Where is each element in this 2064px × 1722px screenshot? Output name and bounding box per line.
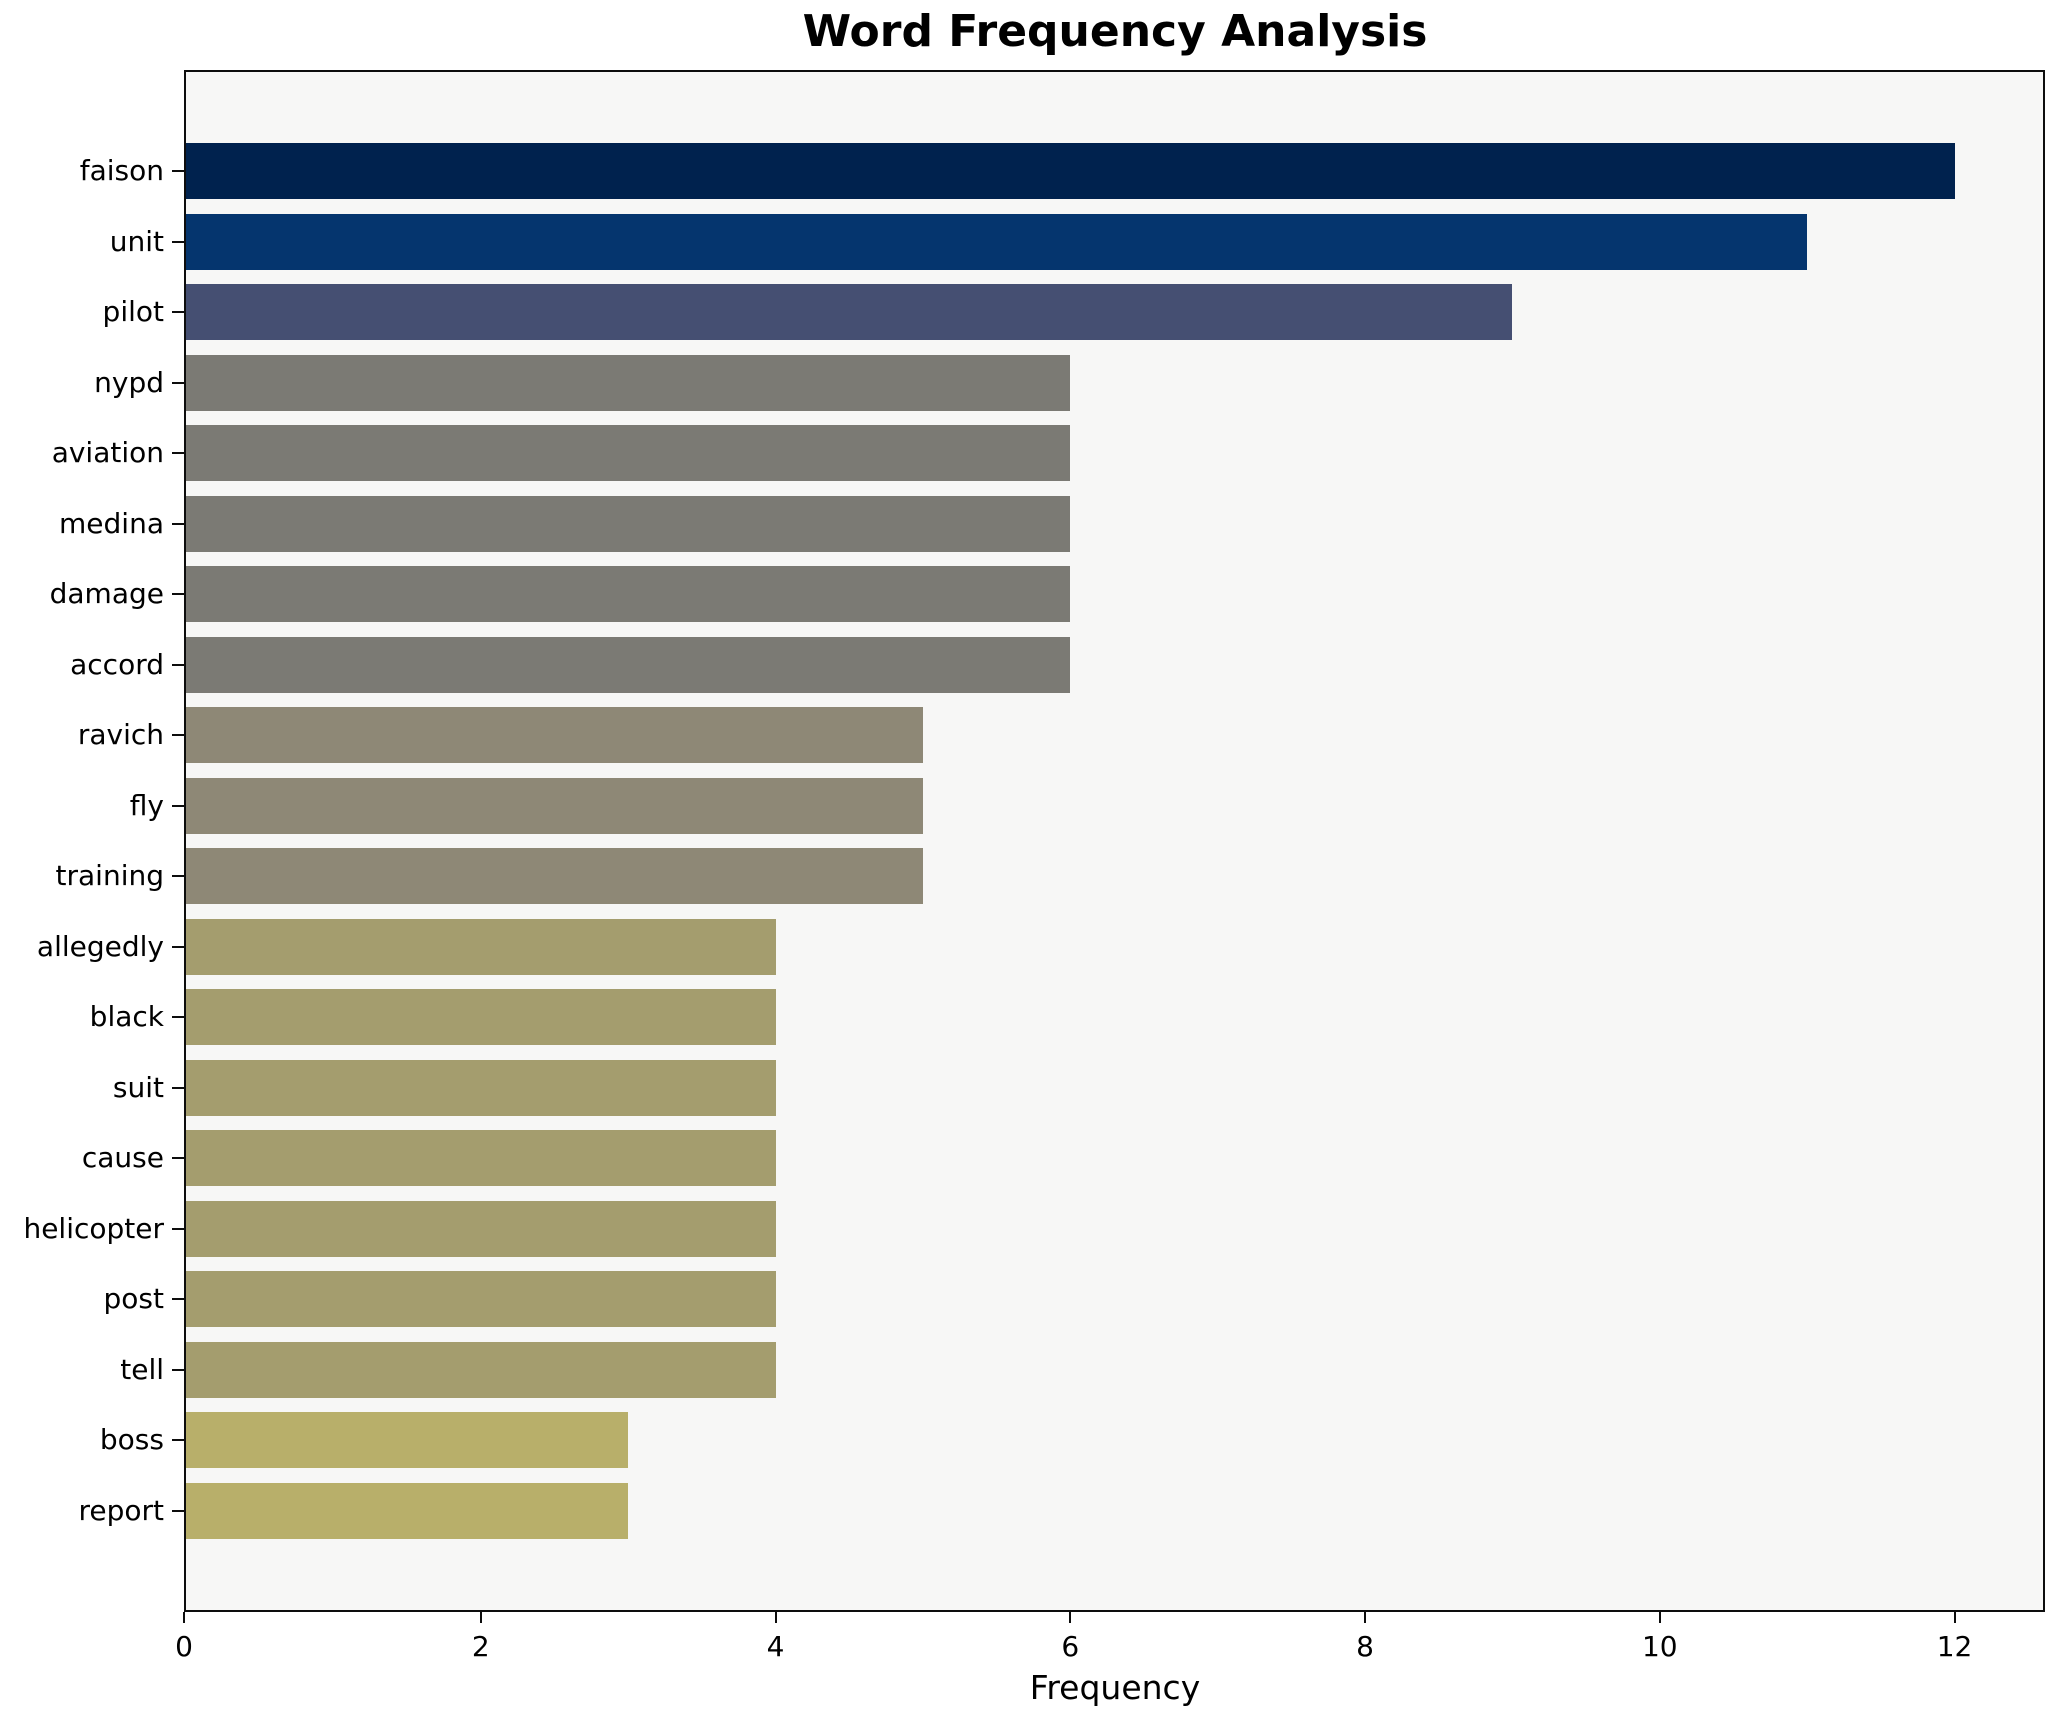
- y-tick-mark: [172, 1509, 184, 1512]
- y-tick-label-faison: faison: [79, 154, 164, 188]
- y-tick-mark: [172, 381, 184, 384]
- y-tick-label-report: report: [78, 1493, 164, 1527]
- plot-area: [184, 70, 2045, 1612]
- y-tick-label-training: training: [55, 859, 164, 893]
- y-tick-mark: [172, 804, 184, 807]
- y-tick-label-suit: suit: [112, 1070, 164, 1104]
- bar-pilot: [186, 284, 1513, 341]
- bar-suit: [186, 1059, 776, 1116]
- bar-row: [186, 918, 2043, 975]
- bar-accord: [186, 636, 1071, 693]
- bar-black: [186, 989, 776, 1046]
- bar-medina: [186, 495, 1071, 552]
- bar-row: [186, 1482, 2043, 1539]
- y-tick-label-ravich: ravich: [77, 718, 164, 752]
- y-tick-label-pilot: pilot: [102, 295, 164, 329]
- bar-cause: [186, 1130, 776, 1187]
- bar-aviation: [186, 425, 1071, 482]
- y-tick-label-boss: boss: [99, 1423, 164, 1457]
- x-tick-label-4: 4: [766, 1630, 785, 1663]
- x-tick-mark: [1069, 1612, 1072, 1623]
- bar-row: [186, 1412, 2043, 1469]
- bar-row: [186, 143, 2043, 200]
- y-tick-label-aviation: aviation: [51, 436, 164, 470]
- y-tick-mark: [172, 1086, 184, 1089]
- x-tick-mark: [479, 1612, 482, 1623]
- y-tick-mark: [172, 170, 184, 173]
- bar-ravich: [186, 707, 923, 764]
- bar-row: [186, 777, 2043, 834]
- bar-row: [186, 1200, 2043, 1257]
- bar-tell: [186, 1341, 776, 1398]
- y-tick-mark: [172, 311, 184, 314]
- bar-row: [186, 989, 2043, 1046]
- y-tick-label-cause: cause: [81, 1141, 164, 1175]
- y-tick-mark: [172, 663, 184, 666]
- y-tick-label-allegedly: allegedly: [36, 929, 164, 963]
- x-tick-label-6: 6: [1061, 1630, 1080, 1663]
- chart-title: Word Frequency Analysis: [802, 6, 1428, 57]
- bar-fly: [186, 777, 923, 834]
- bar-row: [186, 707, 2043, 764]
- y-tick-mark: [172, 593, 184, 596]
- bar-post: [186, 1271, 776, 1328]
- bar-unit: [186, 213, 1808, 270]
- y-tick-mark: [172, 945, 184, 948]
- bar-row: [186, 354, 2043, 411]
- bar-training: [186, 848, 923, 905]
- bar-row: [186, 213, 2043, 270]
- bar-row: [186, 284, 2043, 341]
- y-tick-label-unit: unit: [109, 224, 164, 258]
- x-tick-mark: [183, 1612, 185, 1623]
- x-tick-label-2: 2: [471, 1630, 490, 1663]
- bar-allegedly: [186, 918, 776, 975]
- bar-row: [186, 425, 2043, 482]
- bar-row: [186, 848, 2043, 905]
- y-tick-mark: [172, 1157, 184, 1160]
- y-tick-mark: [172, 1439, 184, 1442]
- bar-nypd: [186, 354, 1071, 411]
- x-tick-mark: [1953, 1612, 1956, 1623]
- y-tick-label-black: black: [89, 1000, 164, 1034]
- bar-row: [186, 1271, 2043, 1328]
- bar-row: [186, 636, 2043, 693]
- bar-damage: [186, 566, 1071, 623]
- x-tick-label-12: 12: [1936, 1630, 1973, 1663]
- y-tick-label-damage: damage: [49, 577, 164, 611]
- bar-boss: [186, 1412, 629, 1469]
- bar-faison: [186, 143, 1955, 200]
- bar-helicopter: [186, 1200, 776, 1257]
- y-tick-mark: [172, 452, 184, 455]
- y-tick-mark: [172, 240, 184, 243]
- y-tick-mark: [172, 1227, 184, 1230]
- y-tick-mark: [172, 875, 184, 878]
- bar-row: [186, 566, 2043, 623]
- y-tick-mark: [172, 1368, 184, 1371]
- y-tick-mark: [172, 734, 184, 737]
- bar-row: [186, 1341, 2043, 1398]
- y-tick-label-accord: accord: [70, 647, 164, 681]
- y-tick-label-fly: fly: [129, 788, 164, 822]
- y-tick-label-tell: tell: [120, 1352, 164, 1386]
- x-tick-label-0: 0: [175, 1630, 193, 1663]
- y-tick-label-post: post: [103, 1282, 164, 1316]
- x-tick-mark: [1658, 1612, 1661, 1623]
- bar-row: [186, 495, 2043, 552]
- x-axis-title: Frequency: [1029, 1668, 1201, 1707]
- bar-row: [186, 1059, 2043, 1116]
- y-tick-mark: [172, 1016, 184, 1019]
- x-tick-label-8: 8: [1356, 1630, 1374, 1663]
- x-tick-label-10: 10: [1641, 1630, 1678, 1663]
- y-tick-label-helicopter: helicopter: [23, 1211, 164, 1245]
- y-tick-label-medina: medina: [59, 506, 164, 540]
- y-tick-label-nypd: nypd: [94, 365, 164, 399]
- y-tick-mark: [172, 1298, 184, 1301]
- x-tick-mark: [774, 1612, 777, 1623]
- y-tick-mark: [172, 522, 184, 525]
- bar-report: [186, 1482, 629, 1539]
- x-tick-mark: [1364, 1612, 1367, 1623]
- bar-row: [186, 1130, 2043, 1187]
